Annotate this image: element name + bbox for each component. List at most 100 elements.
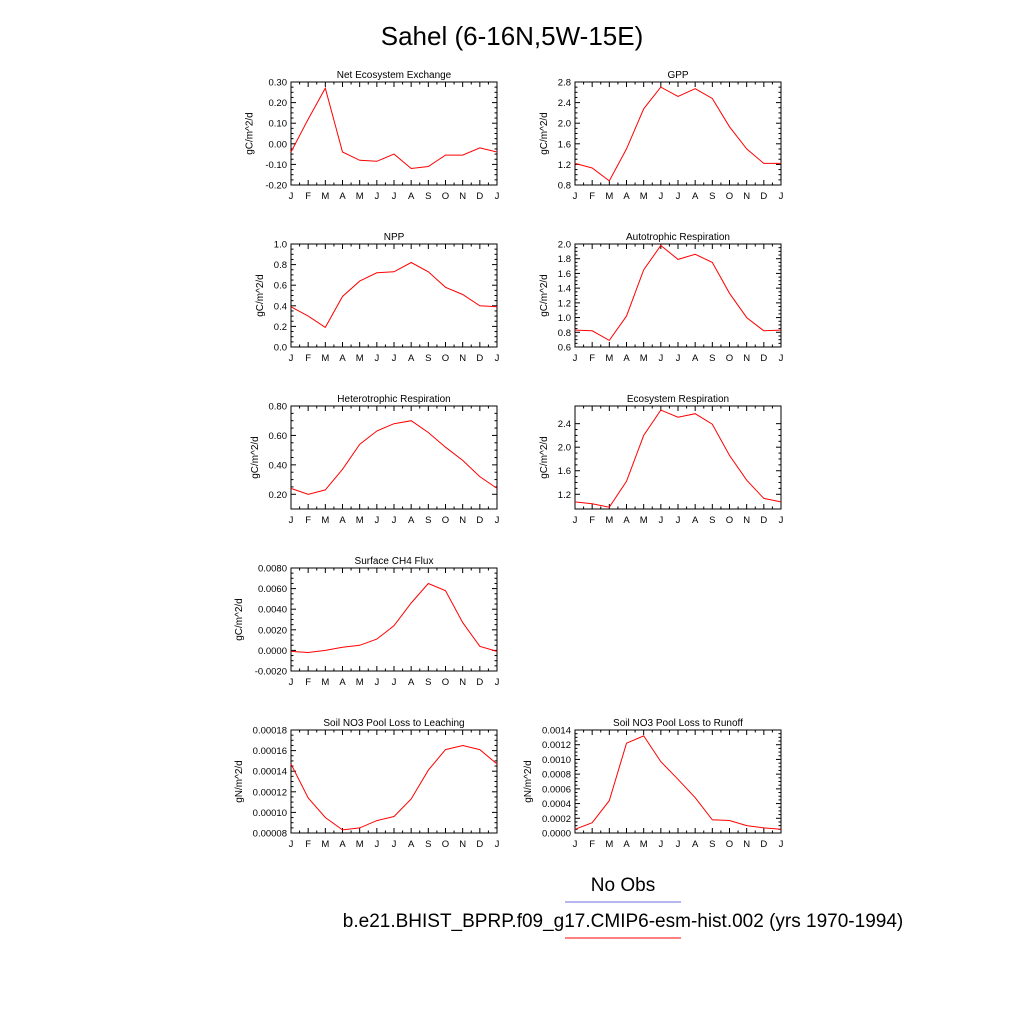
y-tick-label: 0.30 (269, 78, 288, 89)
x-tick-label: J (374, 515, 379, 526)
y-tick-label: 1.6 (558, 139, 571, 150)
plot-frame (290, 567, 498, 672)
x-tick-label: A (692, 515, 699, 526)
x-tick-label: M (321, 677, 329, 688)
x-tick-label: M (605, 515, 613, 526)
y-tick-label: 1.0 (274, 240, 287, 251)
x-tick-label: O (442, 191, 449, 202)
x-tick-label: M (356, 839, 364, 850)
y-tick-label: 0.2 (274, 322, 287, 333)
x-tick-label: J (495, 353, 500, 364)
x-tick-label: J (289, 515, 294, 526)
y-tick-label: 0.6 (274, 281, 287, 292)
x-tick-label: A (408, 191, 415, 202)
series-line-1 (574, 86, 781, 182)
x-tick-label: F (589, 515, 595, 526)
x-tick-label: F (305, 677, 311, 688)
x-tick-label: A (623, 515, 630, 526)
x-tick-label: M (640, 191, 648, 202)
y-tick-label: 1.6 (558, 269, 571, 280)
x-tick-label: S (425, 839, 431, 850)
panel-title: Heterotrophic Respiration (337, 394, 450, 405)
plot-frame (290, 243, 498, 348)
y-tick-label: 0.80 (269, 402, 288, 413)
y-tick-label: 0.0002 (542, 814, 571, 825)
x-tick-label: N (743, 839, 750, 850)
y-tick-label: 0.0080 (258, 564, 287, 575)
x-tick-label: M (356, 353, 364, 364)
x-tick-label: N (459, 677, 466, 688)
x-tick-label: D (476, 839, 483, 850)
y-tick-label: 0.0006 (542, 784, 571, 795)
y-tick-label: 0.20 (269, 98, 288, 109)
y-tick-label: -0.0020 (255, 667, 287, 678)
x-tick-label: J (392, 515, 397, 526)
legend: No Obs b.e21.BHIST_BPRP.f09_g17.CMIP6-es… (343, 875, 903, 939)
x-tick-label: N (459, 515, 466, 526)
series-line-1 (574, 409, 782, 508)
x-tick-label: J (374, 191, 379, 202)
y-tick-label: 0.20 (269, 490, 288, 501)
x-tick-label: A (408, 515, 415, 526)
y-tick-label: 2.4 (558, 419, 571, 430)
x-tick-label: O (442, 677, 449, 688)
panel-title: Net Ecosystem Exchange (337, 70, 452, 81)
y-tick-label: 0.60 (269, 431, 288, 442)
x-tick-label: J (676, 839, 681, 850)
panel-title: Soil NO3 Pool Loss to Leaching (323, 718, 464, 729)
x-tick-label: D (760, 353, 767, 364)
x-tick-label: N (743, 515, 750, 526)
y-axis-label: gC/m^2/d (539, 274, 550, 317)
x-tick-label: A (623, 353, 630, 364)
x-tick-label: D (476, 191, 483, 202)
legend-label-model: b.e21.BHIST_BPRP.f09_g17.CMIP6-esm-hist.… (343, 911, 903, 932)
x-tick-label: F (589, 191, 595, 202)
y-tick-label: 0.0010 (542, 755, 571, 766)
x-tick-label: N (743, 191, 750, 202)
y-tick-label: 0.4 (274, 301, 287, 312)
x-tick-label: S (425, 191, 431, 202)
x-tick-label: A (408, 353, 415, 364)
y-tick-label: 0.00018 (253, 726, 287, 737)
x-tick-label: N (743, 353, 750, 364)
x-tick-label: J (289, 677, 294, 688)
x-tick-label: A (408, 839, 415, 850)
y-tick-label: 0.00008 (253, 829, 287, 840)
plot-frame (290, 405, 498, 510)
x-tick-label: M (605, 353, 613, 364)
x-tick-label: M (605, 191, 613, 202)
y-tick-label: 0.0008 (542, 770, 571, 781)
x-tick-label: O (442, 839, 449, 850)
x-tick-label: N (459, 353, 466, 364)
x-tick-label: J (658, 353, 663, 364)
x-tick-label: D (760, 515, 767, 526)
y-tick-label: 0.00014 (253, 767, 287, 778)
series-line-1 (574, 735, 782, 830)
y-tick-label: 0.0014 (542, 726, 571, 737)
x-tick-label: A (339, 677, 346, 688)
series-line-1 (290, 86, 498, 170)
x-tick-label: J (374, 353, 379, 364)
x-tick-label: S (425, 677, 431, 688)
y-tick-label: -0.10 (265, 160, 287, 171)
series-line-1 (290, 744, 498, 831)
x-tick-label: M (321, 191, 329, 202)
x-tick-label: A (623, 191, 630, 202)
y-axis-label: gC/m^2/d (234, 598, 245, 641)
y-tick-label: 1.6 (558, 466, 571, 477)
y-tick-label: 1.8 (558, 254, 571, 265)
x-tick-label: M (356, 191, 364, 202)
x-tick-label: O (442, 353, 449, 364)
series-line-1 (290, 261, 498, 329)
y-axis-label: gC/m^2/d (539, 436, 550, 479)
series-line-1 (290, 582, 498, 654)
x-tick-label: J (374, 677, 379, 688)
y-tick-label: 0.0012 (542, 740, 571, 751)
x-tick-label: J (495, 191, 500, 202)
x-tick-label: J (289, 353, 294, 364)
series-line-1 (574, 244, 782, 342)
